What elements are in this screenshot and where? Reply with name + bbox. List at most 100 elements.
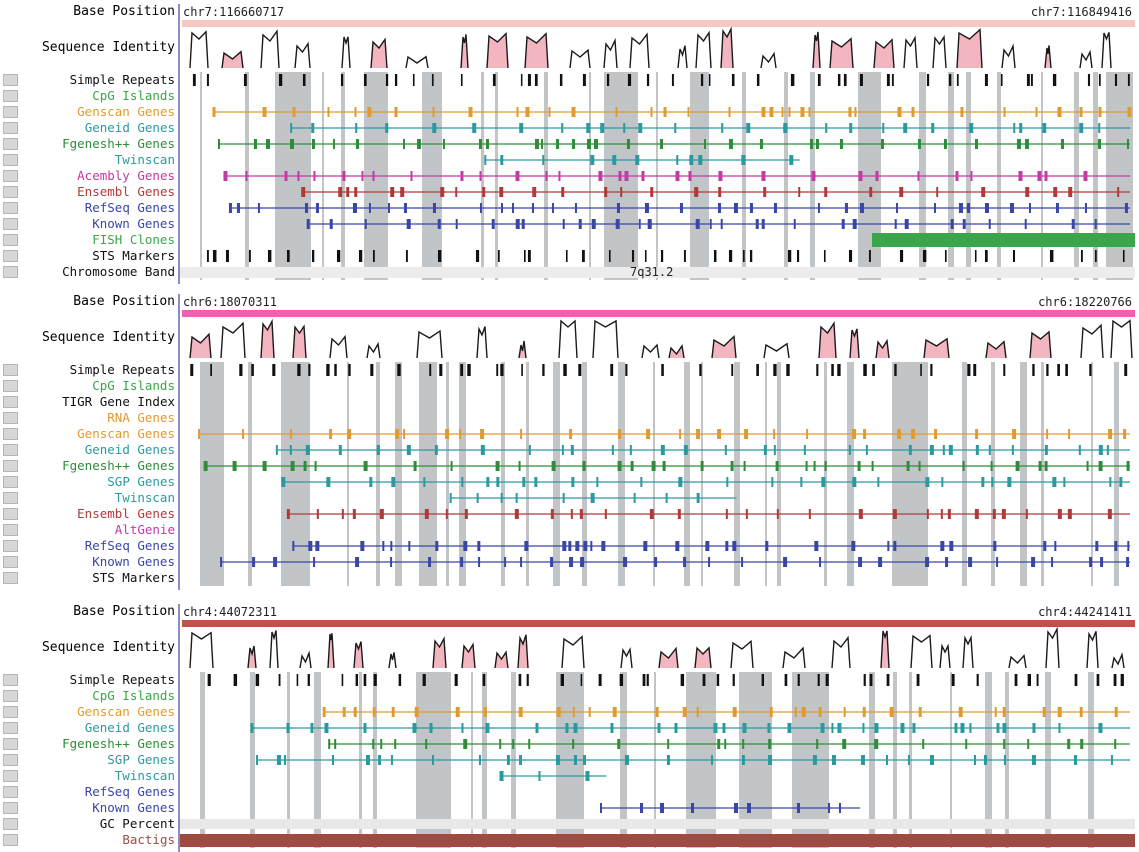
gene-exon[interactable] xyxy=(828,803,830,813)
gene-exon[interactable] xyxy=(649,509,654,519)
gene-exon[interactable] xyxy=(771,477,774,487)
feature-tick[interactable] xyxy=(872,364,875,376)
feature-tick[interactable] xyxy=(749,250,753,262)
gene-exon[interactable] xyxy=(623,557,628,567)
gene-exon[interactable] xyxy=(854,107,857,117)
gene-exon[interactable] xyxy=(814,541,819,551)
gene-exon[interactable] xyxy=(1042,707,1046,717)
feature-tick[interactable] xyxy=(1113,674,1117,686)
track-toggle-button[interactable] xyxy=(3,460,18,472)
gene-exon[interactable] xyxy=(1002,723,1007,733)
gene-exon[interactable] xyxy=(747,803,751,813)
gene-exon[interactable] xyxy=(654,557,658,567)
gene-exon[interactable] xyxy=(1108,429,1113,439)
gene-exon[interactable] xyxy=(800,477,803,487)
gene-exon[interactable] xyxy=(781,107,784,117)
feature-tick[interactable] xyxy=(817,74,821,86)
gene-exon[interactable] xyxy=(945,557,949,567)
feature-tick[interactable] xyxy=(660,250,664,262)
gene-exon[interactable] xyxy=(327,107,330,117)
gene-exon[interactable] xyxy=(528,739,531,749)
gene-exon[interactable] xyxy=(798,187,801,197)
track-label[interactable]: STS Markers xyxy=(92,248,175,263)
gene-exon[interactable] xyxy=(710,755,713,765)
gene-exon[interactable] xyxy=(897,429,902,439)
feature-tick[interactable] xyxy=(308,364,311,376)
gene-exon[interactable] xyxy=(364,219,367,229)
gene-exon[interactable] xyxy=(981,477,985,487)
gene-exon[interactable] xyxy=(724,445,727,455)
feature-tick[interactable] xyxy=(967,364,971,376)
gene-exon[interactable] xyxy=(662,461,666,471)
gene-exon[interactable] xyxy=(742,739,745,749)
feature-tick[interactable] xyxy=(646,674,649,686)
feature-tick[interactable] xyxy=(869,674,873,686)
gene-exon[interactable] xyxy=(332,139,335,149)
gene-exon[interactable] xyxy=(329,219,333,229)
gene-exon[interactable] xyxy=(1106,445,1109,455)
gene-exon[interactable] xyxy=(484,155,487,165)
feature-tick[interactable] xyxy=(680,674,685,686)
gene-exon[interactable] xyxy=(600,803,602,813)
feature-tick[interactable] xyxy=(1000,74,1003,86)
gene-exon[interactable] xyxy=(570,509,573,519)
gene-exon[interactable] xyxy=(954,723,958,733)
gene-exon[interactable] xyxy=(842,739,847,749)
gene-exon[interactable] xyxy=(1001,509,1006,519)
gene-exon[interactable] xyxy=(329,429,333,439)
feature-tick[interactable] xyxy=(1014,674,1018,686)
gene-exon[interactable] xyxy=(767,723,771,733)
feature-tick[interactable] xyxy=(699,364,702,376)
gene-exon[interactable] xyxy=(1068,429,1071,439)
gene-exon[interactable] xyxy=(1031,557,1036,567)
gene-exon[interactable] xyxy=(858,557,863,567)
gene-exon[interactable] xyxy=(1024,139,1029,149)
gene-exon[interactable] xyxy=(646,429,651,439)
gene-exon[interactable] xyxy=(1127,107,1132,117)
gene-exon[interactable] xyxy=(763,187,767,197)
gene-exon[interactable] xyxy=(878,557,883,567)
gene-exon[interactable] xyxy=(992,509,996,519)
gene-exon[interactable] xyxy=(1079,107,1083,117)
feature-tick[interactable] xyxy=(1094,250,1097,262)
gene-exon[interactable] xyxy=(1126,557,1130,567)
gene-exon[interactable] xyxy=(721,123,724,133)
gene-exon[interactable] xyxy=(1002,707,1006,717)
gene-exon[interactable] xyxy=(499,771,504,781)
gene-exon[interactable] xyxy=(705,541,710,551)
gene-exon[interactable] xyxy=(682,707,687,717)
gene-exon[interactable] xyxy=(624,755,629,765)
feature-tick[interactable] xyxy=(297,364,301,376)
gene-exon[interactable] xyxy=(265,139,270,149)
gene-exon[interactable] xyxy=(906,461,910,471)
feature-tick[interactable] xyxy=(1080,250,1083,262)
gene-exon[interactable] xyxy=(696,493,700,503)
gene-exon[interactable] xyxy=(324,723,329,733)
gene-exon[interactable] xyxy=(573,755,577,765)
track-label[interactable]: Genscan Genes xyxy=(77,426,175,441)
gene-exon[interactable] xyxy=(912,723,916,733)
gene-exon[interactable] xyxy=(432,203,436,213)
gene-exon[interactable] xyxy=(413,461,417,471)
gene-exon[interactable] xyxy=(678,477,683,487)
gene-exon[interactable] xyxy=(562,541,567,551)
gene-exon[interactable] xyxy=(773,429,776,439)
feature-tick[interactable] xyxy=(863,674,866,686)
gene-exon[interactable] xyxy=(568,541,572,551)
gene-exon[interactable] xyxy=(1051,557,1054,567)
gene-exon[interactable] xyxy=(408,541,411,551)
gene-exon[interactable] xyxy=(1084,203,1087,213)
feature-tick[interactable] xyxy=(370,364,374,376)
gene-exon[interactable] xyxy=(1080,739,1084,749)
feature-tick[interactable] xyxy=(398,674,402,686)
gene-exon[interactable] xyxy=(650,107,653,117)
gene-exon[interactable] xyxy=(844,203,848,213)
gene-exon[interactable] xyxy=(198,429,201,439)
gene-exon[interactable] xyxy=(819,557,822,567)
gene-exon[interactable] xyxy=(815,139,819,149)
gene-exon[interactable] xyxy=(1044,445,1048,455)
gene-exon[interactable] xyxy=(623,123,626,133)
gene-exon[interactable] xyxy=(931,123,935,133)
gene-exon[interactable] xyxy=(363,461,368,471)
gene-exon[interactable] xyxy=(996,723,1000,733)
